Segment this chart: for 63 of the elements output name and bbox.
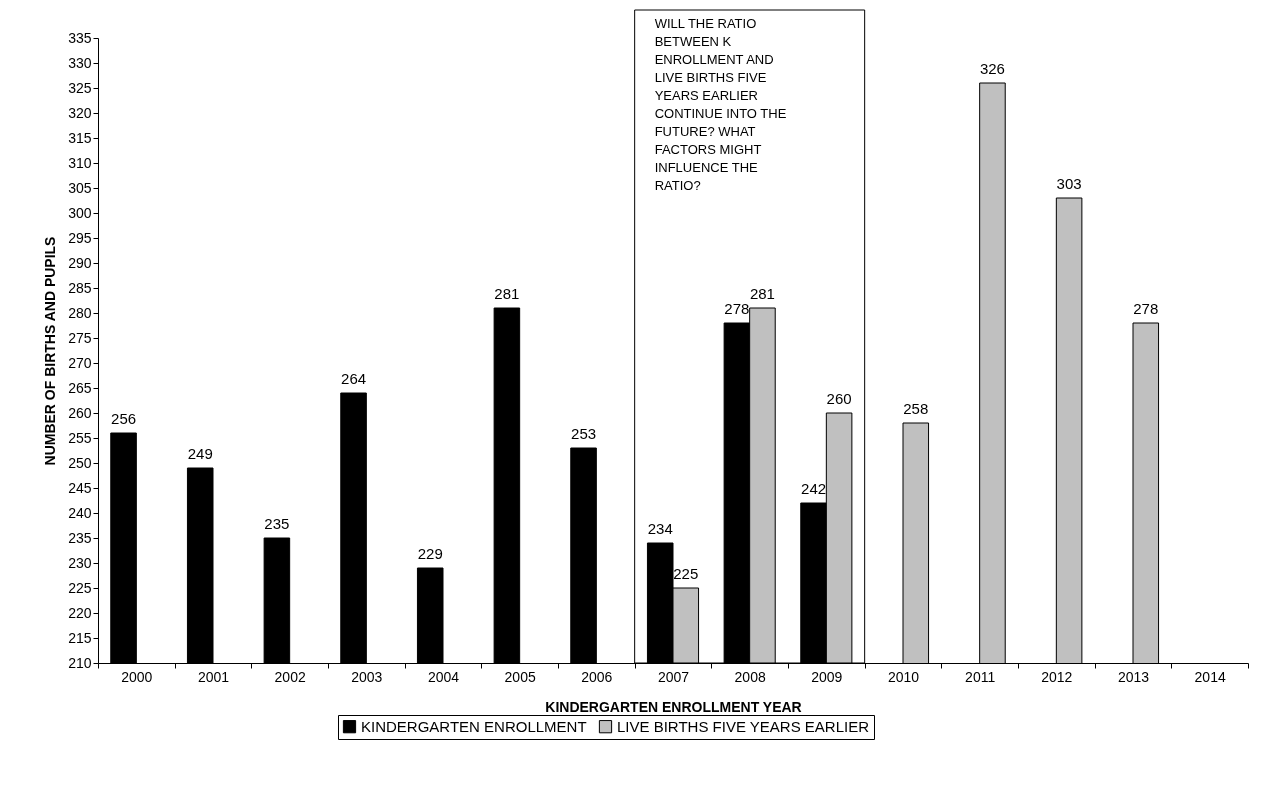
data-label: 303	[1056, 175, 1082, 192]
legend-label: LIVE BIRTHS FIVE YEARS EARLIER	[617, 717, 870, 735]
x-tick-label: 2013	[1117, 668, 1150, 685]
y-tick-label: 305	[68, 179, 92, 196]
y-tick-label: 300	[68, 204, 92, 221]
data-label: 249	[187, 445, 213, 462]
x-tick-label: 2009	[811, 668, 843, 685]
data-label: 278	[1133, 300, 1159, 317]
y-tick-label: 220	[68, 604, 92, 621]
y-tick-label: 280	[68, 304, 92, 321]
y-tick-label: 315	[68, 129, 92, 146]
x-tick-label: 2010	[887, 668, 920, 685]
y-tick-label: 255	[68, 429, 92, 446]
y-axis-title: NUMBER OF BIRTHS AND PUPILS	[42, 236, 59, 466]
x-tick-label: 2000	[121, 668, 153, 685]
data-label: 242	[801, 480, 827, 497]
data-label: 234	[647, 520, 673, 537]
y-tick-label: 260	[68, 404, 92, 421]
legend-label: KINDERGARTEN ENROLLMENT	[361, 717, 587, 735]
x-tick-label: 2003	[351, 668, 383, 685]
y-tick-label: 285	[68, 279, 92, 296]
x-tick-label: 2012	[1041, 668, 1073, 685]
data-label: 225	[673, 565, 699, 582]
x-tick-label: 2001	[197, 668, 230, 685]
y-tick-label: 330	[68, 54, 92, 71]
y-tick-label: 270	[68, 354, 92, 371]
data-label: 253	[571, 425, 597, 442]
y-tick-label: 215	[68, 629, 92, 646]
y-tick-label: 335	[68, 29, 92, 46]
x-tick-label: 2002	[274, 668, 306, 685]
data-label: 278	[724, 300, 750, 317]
x-tick-label: 2007	[657, 668, 690, 685]
data-label: 229	[417, 545, 443, 562]
y-tick-label: 325	[68, 79, 92, 96]
y-tick-label: 240	[68, 504, 92, 521]
y-tick-label: 210	[68, 654, 92, 671]
text: WILL THE RATIO BETWEEN K ENROLLMENT AND LIVE BIRTHS FIVE YEARS EARLIER CONTINUE INTO THE FUTURE? WHAT FACTORS MIGHT INFLUENCE THE RATIO?	[654, 16, 787, 193]
x-tick-label: 2006	[581, 668, 613, 685]
y-tick-label: 265	[68, 379, 92, 396]
y-tick-label: 250	[68, 454, 92, 471]
y-tick-label: 235	[68, 529, 92, 546]
y-tick-label: 230	[68, 554, 92, 571]
data-label: 326	[979, 60, 1005, 77]
data-label: 281	[749, 285, 775, 302]
data-label: 258	[903, 400, 929, 417]
y-tick-label: 290	[68, 254, 92, 271]
y-tick-label: 295	[68, 229, 92, 246]
x-tick-label: 2005	[504, 668, 536, 685]
y-tick-label: 225	[68, 579, 92, 596]
y-tick-label: 275	[68, 329, 92, 346]
x-tick-label: 2014	[1194, 668, 1226, 685]
x-axis-title: KINDERGARTEN ENROLLMENT YEAR	[545, 698, 802, 715]
y-tick-label: 245	[68, 479, 92, 496]
y-tick-label: 310	[68, 154, 92, 171]
data-label: 281	[494, 285, 520, 302]
x-tick-label: 2011	[965, 668, 996, 685]
data-label: 256	[111, 410, 137, 427]
y-tick-label: 320	[68, 104, 92, 121]
data-label: 260	[826, 390, 852, 407]
x-tick-label: 2004	[427, 668, 460, 685]
data-label: 235	[264, 515, 290, 532]
data-label: 264	[341, 370, 367, 387]
x-tick-label: 2008	[734, 668, 766, 685]
